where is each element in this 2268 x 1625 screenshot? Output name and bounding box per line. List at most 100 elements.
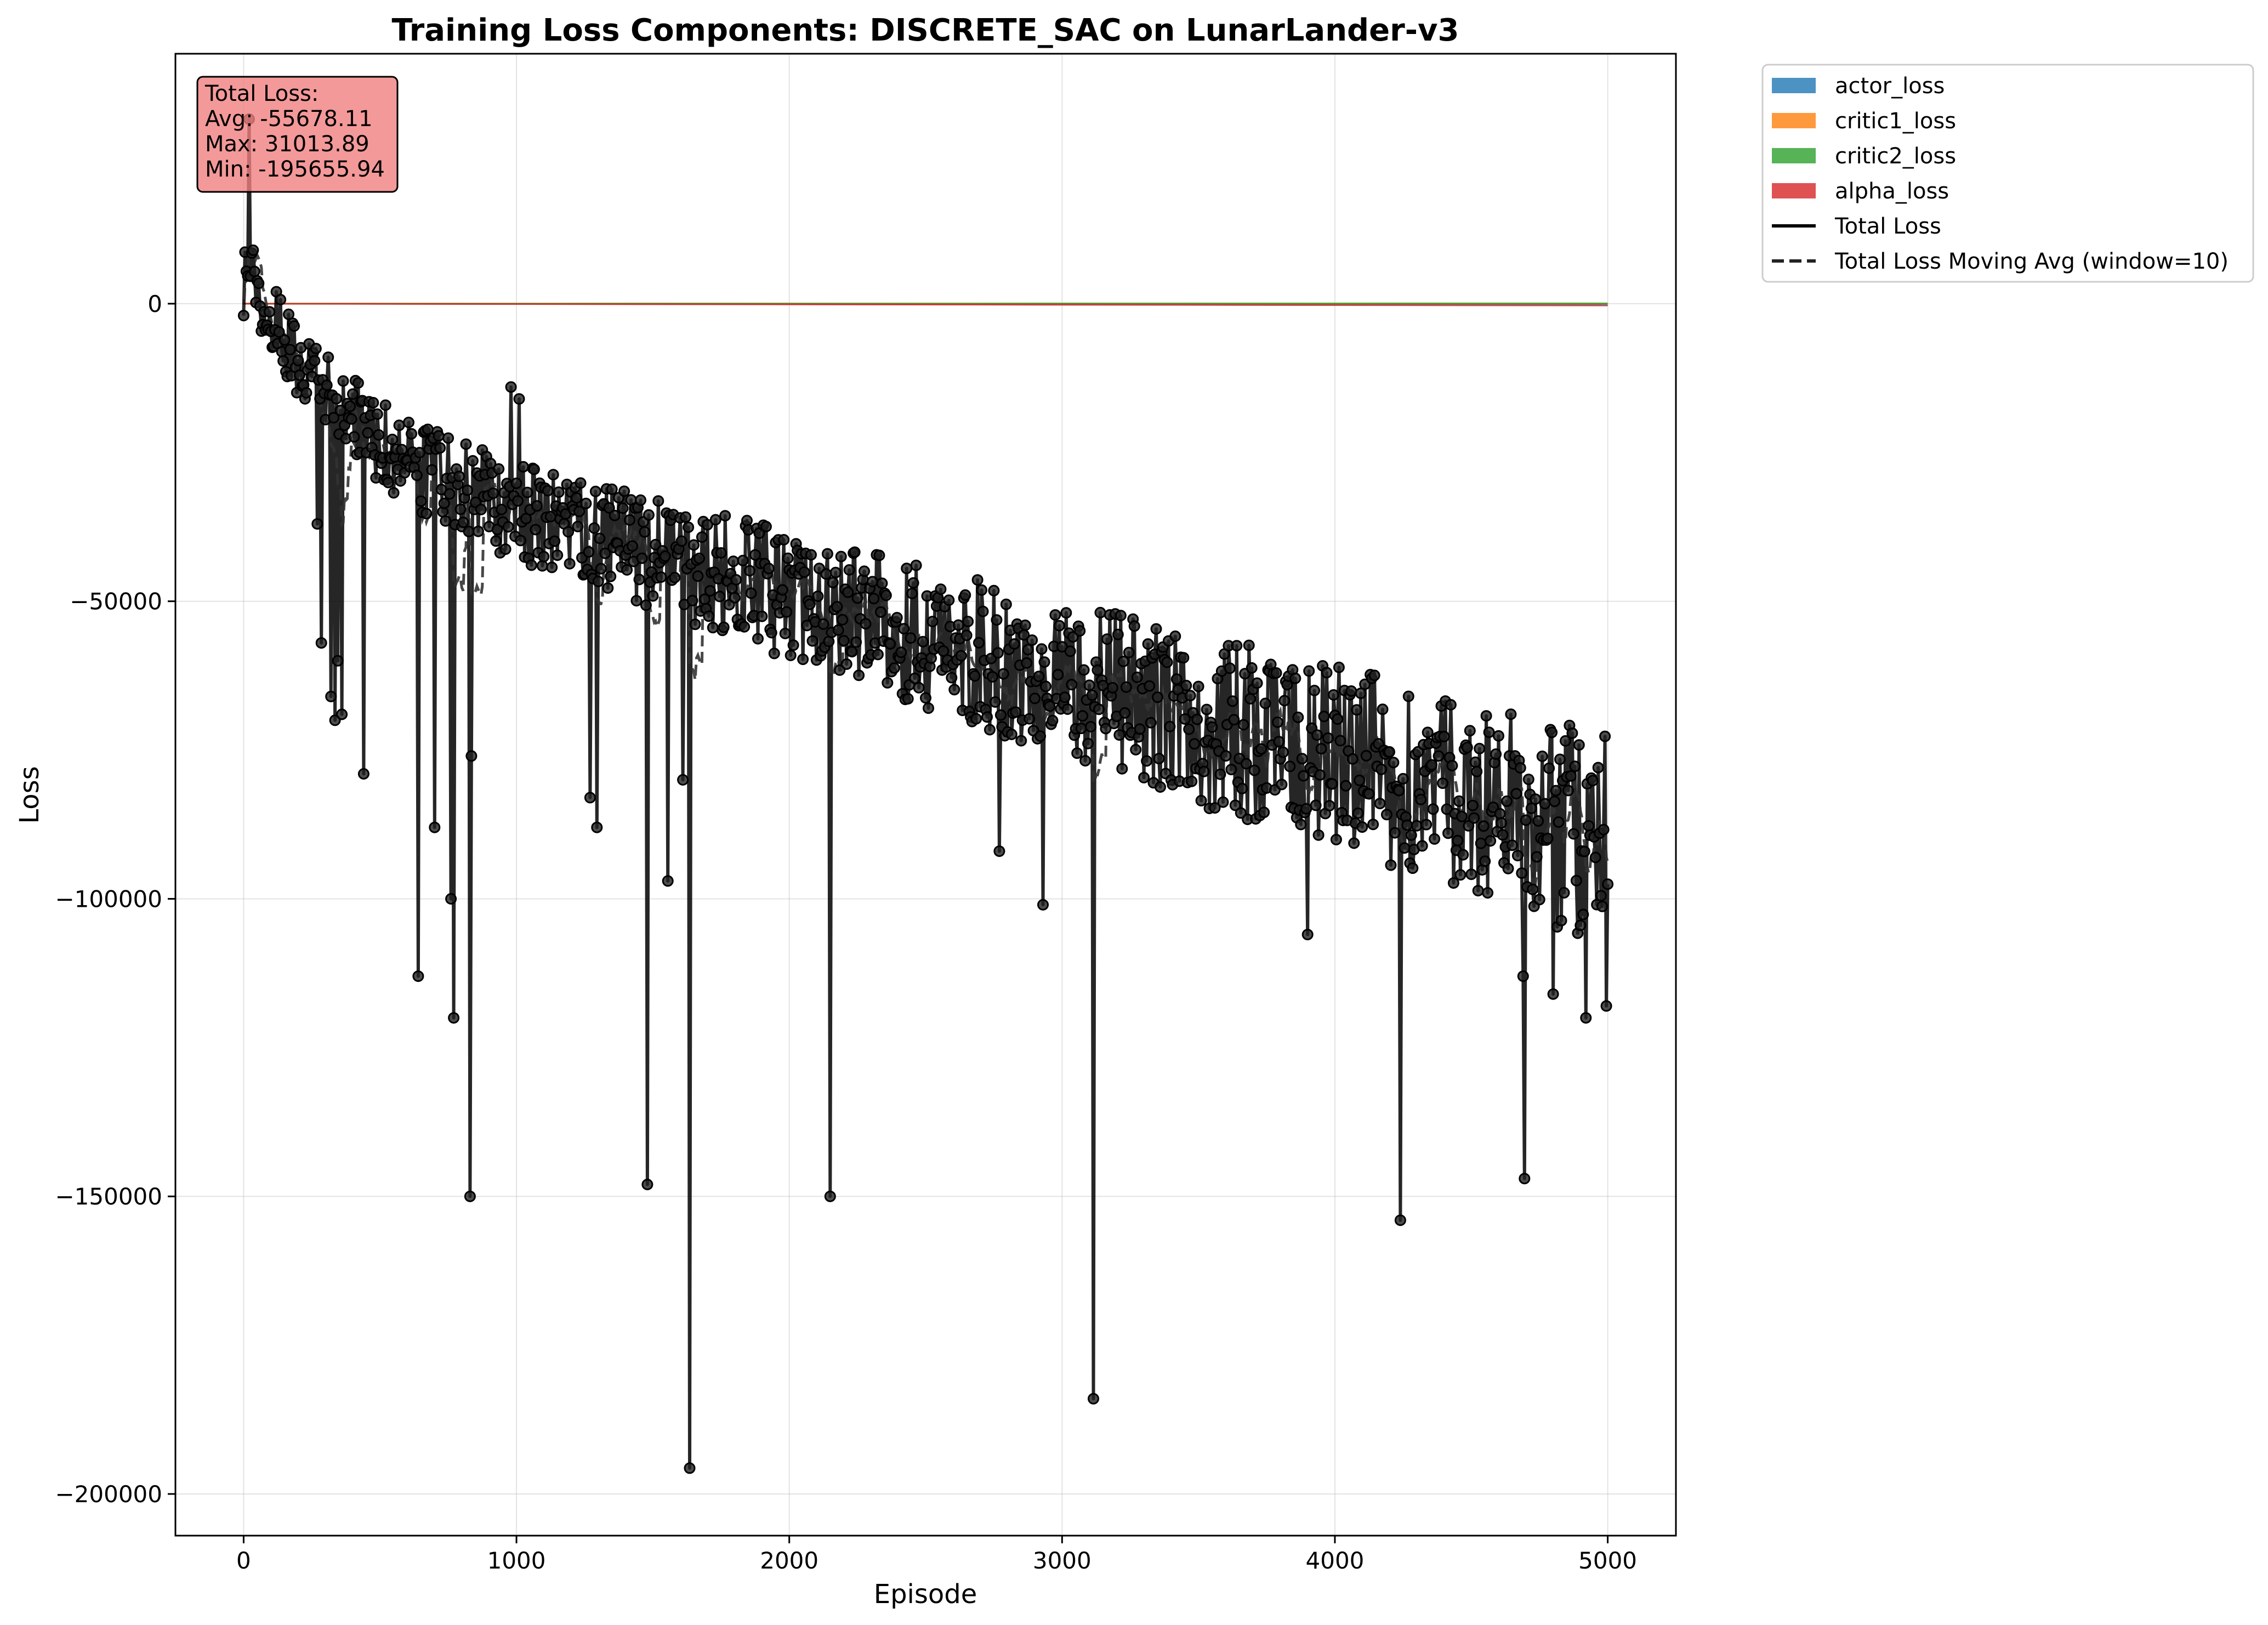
total-loss-point (1426, 759, 1438, 771)
total-loss-point (1502, 862, 1514, 874)
total-loss-point (1555, 914, 1567, 927)
total-loss-point (1220, 750, 1232, 762)
total-loss-point (337, 375, 349, 387)
total-loss-point (1402, 690, 1414, 702)
total-loss-point (639, 526, 651, 538)
total-loss-point (1536, 751, 1548, 762)
legend-swatch-critic1-loss (1772, 113, 1816, 128)
total-loss-point (1340, 780, 1352, 792)
total-loss-point (1494, 808, 1506, 820)
total-loss-point (444, 488, 456, 500)
total-loss-point (1595, 890, 1607, 902)
total-loss-point (1236, 782, 1248, 794)
total-loss-point (1533, 894, 1545, 906)
total-loss-markers (237, 113, 1614, 1474)
total-loss-point (1487, 802, 1499, 814)
x-tick-label: 4000 (1306, 1547, 1365, 1574)
total-loss-point (1315, 743, 1327, 755)
total-loss-point (1276, 779, 1288, 791)
total-loss-point (311, 518, 323, 530)
total-loss-point (1311, 729, 1323, 741)
total-loss-point (572, 520, 584, 532)
total-loss-point (1019, 620, 1031, 631)
total-loss-point (334, 405, 346, 417)
total-loss-point (352, 377, 364, 389)
total-loss-point (1155, 781, 1166, 793)
total-loss-point (1465, 868, 1477, 880)
total-loss-point (1514, 762, 1526, 774)
total-loss-point (867, 576, 878, 588)
total-loss-point (1047, 714, 1059, 726)
total-loss-point (1468, 812, 1480, 824)
stats-min: Min: -195655.94 (205, 157, 385, 182)
x-tick-label: 0 (236, 1547, 251, 1574)
total-loss-point (778, 534, 790, 546)
total-loss-point (1044, 700, 1056, 712)
total-loss-point (969, 670, 981, 682)
total-loss-point (413, 447, 425, 459)
total-loss-point (675, 535, 687, 547)
total-loss-point (805, 549, 817, 561)
total-loss-point (714, 590, 726, 603)
total-loss-point (1226, 695, 1238, 707)
total-loss-point (371, 408, 383, 420)
total-loss-point (1010, 706, 1022, 718)
total-loss-point (1519, 1173, 1531, 1185)
total-loss-point (1531, 851, 1543, 863)
total-loss-point (910, 559, 922, 571)
grid-lines (175, 54, 1676, 1536)
stats-box: Total Loss: Avg: -55678.11 Max: 31013.89… (196, 76, 399, 193)
total-loss-point (1457, 849, 1469, 861)
total-loss-point (1255, 743, 1267, 755)
total-loss-point (618, 485, 630, 497)
y-tick-label: −100000 (55, 885, 162, 912)
total-loss-point (344, 400, 356, 412)
total-loss-point (1525, 802, 1537, 814)
y-axis-label: Loss (14, 766, 45, 823)
total-loss-point (1360, 750, 1372, 762)
total-loss-point (1270, 667, 1282, 679)
total-loss-point (829, 566, 842, 578)
total-loss-point (1553, 816, 1565, 828)
total-loss-point (1005, 729, 1018, 740)
total-loss-point (362, 427, 374, 439)
total-loss-point (1480, 710, 1492, 722)
y-tick-label: −50000 (70, 588, 162, 615)
total-loss-point (591, 821, 603, 833)
total-loss-point (248, 265, 260, 277)
total-loss-point (1303, 665, 1315, 677)
total-loss-point (1532, 815, 1544, 827)
total-loss-point (1477, 820, 1490, 832)
total-loss-point (1086, 689, 1098, 701)
total-loss-point (1183, 723, 1195, 735)
total-loss-point (1384, 746, 1395, 758)
y-tick-label: −150000 (55, 1183, 162, 1210)
total-loss-point (525, 559, 537, 571)
total-loss-point (640, 599, 652, 611)
total-loss-point (745, 587, 757, 599)
total-loss-point (641, 1179, 653, 1190)
total-loss-point (411, 469, 423, 481)
total-loss-point (321, 379, 333, 391)
total-loss-point (1323, 800, 1335, 812)
total-loss-point (465, 750, 478, 762)
total-loss-point (1248, 764, 1260, 776)
total-loss-point (1497, 829, 1509, 841)
total-loss-point (1209, 802, 1221, 814)
total-loss-point (633, 573, 645, 586)
total-loss-point (1345, 685, 1357, 697)
total-loss-point (820, 568, 832, 580)
total-loss-point (331, 393, 343, 405)
stats-box-background (196, 76, 399, 193)
total-loss-point (970, 713, 982, 725)
total-loss-point (288, 320, 300, 332)
total-loss-point (457, 516, 469, 529)
total-loss-point (917, 635, 929, 647)
total-loss-point (1078, 664, 1090, 676)
total-loss-point (599, 547, 611, 559)
total-loss-point (1602, 878, 1614, 890)
total-loss-point (292, 355, 304, 367)
total-loss-point (487, 487, 499, 499)
total-loss-point (781, 606, 793, 618)
total-loss-point (977, 605, 989, 617)
